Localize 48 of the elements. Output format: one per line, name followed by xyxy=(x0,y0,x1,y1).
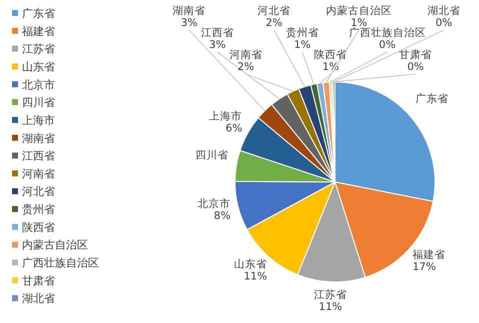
legend-label: 山东省 xyxy=(22,60,55,74)
data-label: 8% xyxy=(214,210,231,222)
data-label: 0% xyxy=(378,39,396,51)
data-label: 2% xyxy=(266,17,282,29)
data-label: 0% xyxy=(436,17,452,29)
slice-label: 广西壮族自治区 xyxy=(348,26,426,39)
legend-label: 广东省 xyxy=(22,7,55,20)
slice-label: 河北省 xyxy=(258,4,291,17)
legend-label: 河南省 xyxy=(22,167,55,180)
slice-label: 上海市 xyxy=(209,110,242,123)
data-label: 1% xyxy=(294,39,311,51)
legend-label: 上海市 xyxy=(22,114,55,127)
legend-label: 湖南省 xyxy=(22,132,55,145)
legend-label: 陕西省 xyxy=(22,220,55,234)
legend-label: 江西省 xyxy=(22,150,55,163)
legend-label: 北京市 xyxy=(22,78,55,92)
slice-label: 江西省 xyxy=(200,26,234,39)
data-label: 3% xyxy=(180,17,198,29)
slice-label: 陕西省 xyxy=(314,48,348,61)
slice-label: 四川省 xyxy=(196,148,229,162)
data-label: 17% xyxy=(412,260,436,273)
slice-label: 内蒙古自治区 xyxy=(326,4,392,17)
legend-label: 贵州省 xyxy=(22,203,55,216)
legend-label: 甘肃省 xyxy=(22,274,55,288)
slice-label: 甘肃省 xyxy=(399,48,432,61)
slice-label: 湖北省 xyxy=(427,4,460,17)
slice-label: 贵州省 xyxy=(286,26,319,39)
legend-label: 内蒙古自治区 xyxy=(22,238,88,252)
data-label: 0% xyxy=(407,61,424,73)
slice-label: 湖南省 xyxy=(172,4,206,17)
slice-label: 江苏省 xyxy=(314,288,347,301)
data-label: 1% xyxy=(322,61,339,73)
data-label: 3% xyxy=(209,39,226,51)
legend-label: 广西壮族自治区 xyxy=(22,256,99,270)
legend-label: 四川省 xyxy=(22,96,55,110)
legend-label: 湖北省 xyxy=(22,292,55,306)
slice-label: 福建省 xyxy=(412,248,446,261)
data-label: 11% xyxy=(244,270,268,283)
data-label: 6% xyxy=(226,122,242,135)
data-label: 11% xyxy=(318,300,342,313)
slice-label: 河南省 xyxy=(229,48,262,61)
legend-label: 河北省 xyxy=(22,185,55,198)
slice-label: 北京市 xyxy=(198,197,231,210)
slice-label: 山东省 xyxy=(234,258,268,271)
slice-label: 广东省 xyxy=(416,92,449,105)
legend-label: 江苏省 xyxy=(22,42,55,56)
legend-label: 福建省 xyxy=(22,24,55,38)
data-label: 2% xyxy=(237,61,254,73)
